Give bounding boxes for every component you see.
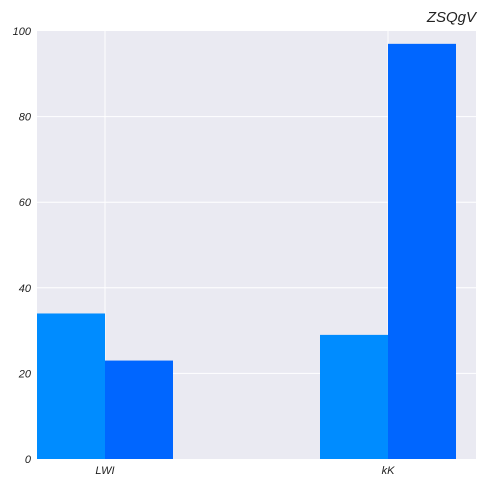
y-tick-label: 60 xyxy=(19,197,32,209)
y-tick-label: 0 xyxy=(25,454,32,466)
y-tick-label: 100 xyxy=(13,26,32,38)
chart-title: ZSQgV xyxy=(426,9,478,26)
y-tick-label: 80 xyxy=(19,112,32,124)
y-tick-label: 40 xyxy=(19,283,32,295)
bars xyxy=(37,43,456,460)
x-axis-ticks: LWI kK xyxy=(95,465,395,477)
bar xyxy=(320,334,388,459)
y-axis-ticks: 0 20 40 60 80 100 xyxy=(13,26,32,466)
bar xyxy=(388,43,456,460)
bar xyxy=(37,313,105,459)
y-tick-label: 20 xyxy=(18,368,32,380)
bar xyxy=(105,360,173,459)
x-tick-label: LWI xyxy=(95,465,114,477)
x-tick-label: kK xyxy=(382,465,396,477)
